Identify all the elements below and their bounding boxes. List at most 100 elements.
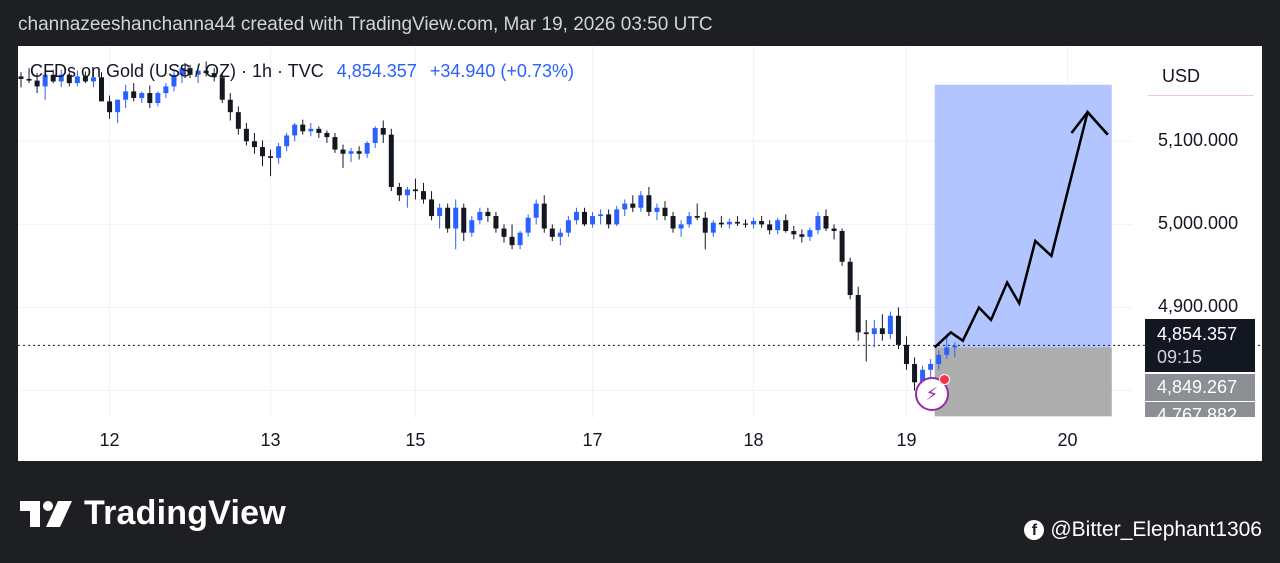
- candle-body: [839, 231, 845, 262]
- price-tick-label: 5,000.000: [1158, 213, 1239, 234]
- candle-body: [203, 70, 209, 74]
- candle-body: [235, 112, 241, 129]
- projection-path: [933, 109, 1109, 349]
- candle-body: [799, 234, 805, 237]
- symbol-legend[interactable]: CFDs on Gold (US$ / OZ) · 1h · TVC 4,854…: [30, 61, 574, 82]
- candle-body: [187, 68, 193, 75]
- candle-body: [316, 128, 322, 133]
- candle-body: [662, 207, 668, 217]
- candle-body: [50, 74, 56, 82]
- time-tick-label: 20: [1057, 430, 1078, 450]
- candle-body: [783, 220, 789, 232]
- candle-body: [147, 93, 153, 104]
- candle-body: [268, 156, 274, 158]
- candle-body: [751, 221, 757, 225]
- candle-body: [686, 216, 692, 225]
- candle-body: [123, 91, 129, 100]
- chart-panel[interactable]: CFDs on Gold (US$ / OZ) · 1h · TVC 4,854…: [18, 46, 1262, 461]
- candle-body: [26, 78, 32, 81]
- candle-body: [734, 221, 740, 224]
- candle-body: [324, 132, 330, 138]
- candle-body: [388, 134, 394, 187]
- brand-name: TradingView: [84, 494, 286, 532]
- candle-body: [276, 146, 282, 158]
- time-tick-label: 19: [896, 430, 917, 450]
- candle-body: [453, 207, 459, 229]
- legend-price: 4,854.357: [336, 61, 417, 81]
- candle-body: [179, 68, 185, 75]
- candle-body: [654, 207, 660, 212]
- time-tick-label: 17: [582, 430, 603, 450]
- long-position-zones: [18, 84, 1262, 417]
- time-tick-label: 15: [405, 430, 426, 450]
- stop-price-tag: 4,767.882: [1145, 402, 1255, 417]
- currency-selector[interactable]: USD: [1148, 56, 1254, 96]
- candle-body: [871, 328, 877, 335]
- candle-body: [895, 315, 901, 345]
- candle-body: [34, 80, 40, 87]
- candle-body: [920, 369, 926, 383]
- tradingview-logo-icon: [20, 500, 72, 527]
- candle-body: [646, 195, 652, 212]
- candle-body: [509, 236, 515, 246]
- candle-body: [807, 230, 813, 237]
- candle-body: [421, 191, 426, 200]
- candle-body: [936, 354, 942, 364]
- candle-body: [549, 228, 555, 237]
- candle-body: [99, 77, 104, 102]
- candle-body: [823, 216, 829, 229]
- candle-body: [582, 211, 587, 225]
- candle-body: [356, 151, 362, 154]
- candle-body: [477, 211, 483, 221]
- candle-body: [726, 221, 732, 225]
- candle-body: [670, 216, 676, 229]
- candle-body: [718, 222, 724, 225]
- candle-body: [404, 189, 410, 196]
- candle-body: [396, 186, 402, 196]
- candle-body: [107, 101, 113, 113]
- legend-symbol: CFDs on Gold (US$ / OZ) · 1h · TVC: [30, 61, 324, 81]
- projection-arrowhead: [1070, 110, 1109, 136]
- candle-body: [847, 261, 853, 296]
- candle-body: [493, 216, 499, 229]
- candles: [18, 61, 958, 391]
- candle-body: [429, 199, 435, 217]
- bar-countdown: 09:15: [1157, 347, 1203, 367]
- time-tick-label: 12: [99, 430, 120, 450]
- candle-body: [195, 70, 201, 75]
- candle-body: [372, 127, 378, 143]
- candle-body: [541, 203, 547, 229]
- candle-body: [517, 232, 523, 246]
- candle-body: [74, 76, 80, 84]
- candle-body: [694, 216, 700, 218]
- candle-body: [348, 151, 354, 154]
- stop-zone: [934, 347, 1112, 417]
- candle-body: [243, 128, 249, 142]
- candle-body: [18, 76, 24, 79]
- tradingview-brand: TradingView: [20, 494, 286, 533]
- candle-body: [412, 189, 418, 192]
- position-price-tag: 4,849.267: [1145, 374, 1255, 401]
- candle-body: [775, 220, 781, 231]
- candle-body: [171, 74, 177, 87]
- candle-body: [638, 195, 644, 208]
- snapshot-caption: channazeeshanchanna44 created with Tradi…: [18, 14, 713, 35]
- candle-body: [308, 128, 314, 132]
- legend-change: +34.940 (+0.73%): [429, 61, 574, 81]
- candlestick-chart[interactable]: [18, 46, 1262, 461]
- candle-body: [292, 124, 298, 136]
- candle-body: [606, 214, 612, 225]
- candle-body: [767, 224, 773, 231]
- watermark-credit: f @Bitter_Elephant1306: [1024, 518, 1262, 542]
- price-tick-label: 5,100.000: [1158, 130, 1239, 151]
- candle-body: [364, 142, 370, 154]
- candle-body: [461, 207, 467, 233]
- candle-body: [82, 76, 88, 82]
- last-price-tag: 4,854.357 09:15: [1145, 319, 1255, 372]
- candle-body: [66, 74, 72, 84]
- candle-body: [300, 124, 306, 132]
- candle-body: [912, 363, 918, 383]
- time-tick-label: 13: [260, 430, 281, 450]
- candle-body: [879, 328, 885, 335]
- candle-body: [90, 77, 96, 82]
